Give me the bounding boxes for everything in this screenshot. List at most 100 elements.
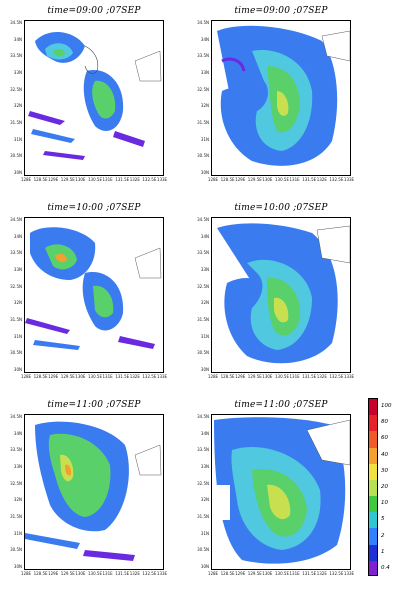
colorbar-label: 1 — [381, 548, 385, 555]
x-tick-label: 129.5E — [247, 374, 262, 379]
y-tick-label: 33N — [200, 267, 209, 272]
y-tick-label: 30N — [13, 170, 22, 175]
precip-map — [211, 217, 351, 373]
x-tick-label: 133E — [343, 374, 355, 379]
y-tick-label: 32.5N — [10, 283, 22, 289]
x-tick-label: 133E — [156, 571, 168, 576]
x-tick-label: 132E — [129, 571, 140, 576]
y-tick-label: 31.5N — [10, 514, 22, 519]
x-tick-label: 131E — [102, 571, 113, 576]
precip-map — [211, 414, 351, 570]
y-tick-label: 34.5N — [10, 217, 22, 222]
y-tick-label: 32N — [13, 103, 22, 109]
colorbar-label: 10 — [381, 500, 388, 507]
y-tick-label: 33N — [13, 70, 22, 75]
y-tick-label: 32N — [200, 497, 209, 503]
colorbar-swatch — [369, 431, 377, 449]
panel-4: time=10:00 ;07SEP 34.5N 34N 33.5N 33N 32.5N 3… — [197, 203, 354, 379]
colorbar-label: 5 — [381, 516, 385, 523]
colorbar-label: 2 — [381, 532, 385, 539]
colorbar-swatch — [369, 415, 377, 432]
y-tick-label: 30N — [200, 367, 209, 372]
panel-title: time=10:00 ;07SEP — [47, 203, 141, 213]
x-tick-label: 129E — [235, 374, 246, 379]
precip-map — [24, 414, 164, 570]
y-tick-label: 32N — [200, 103, 209, 109]
x-tick-label: 128E — [20, 374, 32, 379]
x-tick-label: 129.5E — [60, 374, 75, 379]
y-tick-label: 31N — [200, 333, 209, 339]
y-tick-label: 32.5N — [197, 480, 209, 486]
panel-title: time=09:00 ;07SEP — [47, 6, 141, 16]
colorbar-label: 80 — [381, 419, 388, 426]
y-tick-label: 31N — [13, 530, 22, 536]
y-tick-label: 33.5N — [197, 53, 209, 59]
x-tick-label: 132E — [316, 571, 327, 576]
y-tick-label: 30.5N — [10, 153, 22, 159]
y-tick-label: 33.5N — [197, 447, 209, 453]
colorbar-swatch — [369, 528, 377, 546]
x-tick-label: 128.5E — [220, 374, 235, 379]
x-tick-label: 131.5E — [302, 374, 317, 379]
x-tick-label: 131.5E — [302, 177, 317, 182]
x-tick-label: 129E — [48, 571, 59, 576]
y-tick-label: 34N — [13, 233, 22, 239]
x-tick-label: 130E — [262, 374, 273, 379]
y-tick-label: 34.5N — [197, 217, 209, 222]
y-tick-label: 30N — [13, 564, 22, 569]
colorbar-label: 60 — [381, 435, 388, 442]
panel-5: time=11:00 ;07SEP 34.5N 34N 33.5N 33N 32.5N 3… — [10, 400, 167, 576]
colorbar-swatch — [369, 512, 377, 529]
panel-title: time=11:00 ;07SEP — [234, 400, 328, 410]
x-tick-label: 132.5E — [329, 177, 344, 182]
panel-1: time=09:00 ;07SEP 34.5N 34N 33.5N 33N 32.5N 3… — [10, 6, 167, 182]
y-tick-label: 31N — [13, 136, 22, 142]
x-tick-label: 130E — [75, 374, 86, 379]
x-tick-label: 130.5E — [88, 571, 102, 576]
y-tick-label: 30.5N — [10, 547, 22, 553]
x-tick-label: 130.5E — [275, 177, 289, 182]
x-tick-label: 130.5E — [88, 374, 102, 379]
y-tick-label: 34N — [200, 430, 209, 436]
y-tick-label: 34N — [200, 233, 209, 239]
y-tick-label: 30N — [200, 564, 209, 569]
x-tick-label: 131.5E — [115, 571, 130, 576]
panel-2: time=09:00 ;07SEP 34.5N 34N 33.5N 33N 32.5N 3… — [197, 6, 354, 182]
x-tick-label: 130E — [75, 177, 86, 182]
y-tick-label: 30N — [200, 170, 209, 175]
y-tick-label: 30N — [13, 367, 22, 372]
x-tick-label: 128.5E — [220, 177, 235, 182]
colorbar-label: 0.4 — [381, 564, 390, 571]
x-tick-label: 128.5E — [220, 571, 235, 576]
x-tick-label: 131E — [289, 374, 300, 379]
map-shading — [25, 421, 162, 561]
y-tick-label: 31N — [200, 136, 209, 142]
x-tick-label: 128E — [20, 571, 32, 576]
colorbar-swatch — [369, 399, 377, 416]
map-shading — [217, 223, 350, 364]
y-tick-label: 31N — [200, 530, 209, 536]
colorbar-label: 40 — [381, 451, 388, 458]
x-tick-label: 129.5E — [60, 571, 75, 576]
map-shading — [28, 31, 162, 160]
colorbar: 100 80 60 40 30 20 10 5 2 1 0.4 — [366, 398, 398, 584]
y-tick-label: 32.5N — [10, 480, 22, 486]
x-tick-label: 130.5E — [275, 374, 289, 379]
x-tick-label: 131E — [102, 374, 113, 379]
x-tick-label: 132E — [316, 177, 327, 182]
y-tick-label: 30.5N — [197, 547, 209, 553]
y-tick-label: 33N — [200, 464, 209, 469]
y-tick-label: 34.5N — [197, 414, 209, 419]
panel-title: time=09:00 ;07SEP — [234, 6, 328, 16]
colorbar-label: 100 — [381, 403, 392, 410]
x-tick-label: 131.5E — [115, 177, 130, 182]
x-tick-label: 132.5E — [142, 571, 157, 576]
y-tick-label: 33N — [13, 464, 22, 469]
y-tick-label: 32.5N — [10, 86, 22, 92]
panel-title: time=10:00 ;07SEP — [234, 203, 328, 213]
y-tick-label: 33.5N — [10, 447, 22, 453]
y-tick-label: 31.5N — [10, 120, 22, 125]
colorbar-swatch — [369, 447, 377, 465]
x-tick-label: 130E — [262, 177, 273, 182]
y-tick-label: 30.5N — [197, 153, 209, 159]
